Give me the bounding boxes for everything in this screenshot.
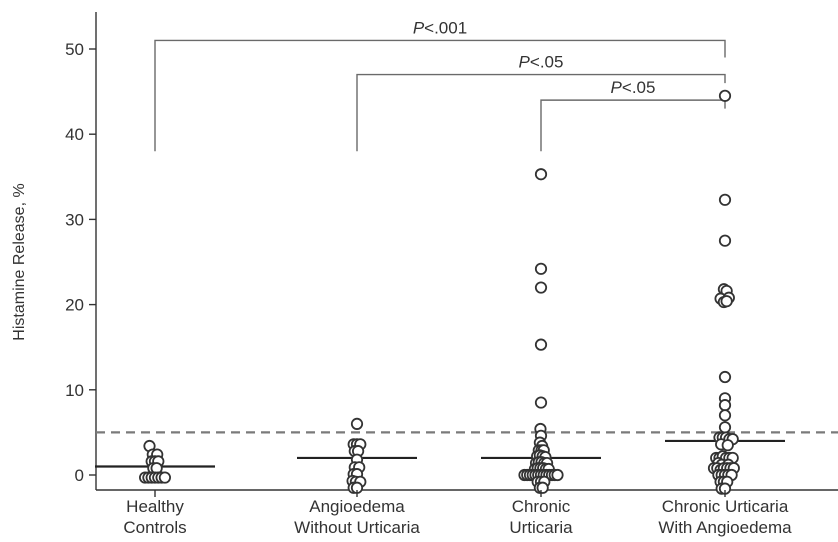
axes: 0 10 20 30 40 50 <box>65 12 838 491</box>
data-point <box>718 193 732 206</box>
y-tick-label: 0 <box>75 466 84 485</box>
data-point <box>536 481 549 494</box>
data-point <box>534 281 548 294</box>
category-label-line2: With Angioedema <box>658 518 792 537</box>
y-tick-label: 10 <box>65 381 84 400</box>
data-point <box>718 370 732 384</box>
data-point <box>720 295 733 308</box>
significance-bracket <box>154 39 726 152</box>
significance-label: P<.05 <box>611 78 656 97</box>
category-label-line1: Healthy <box>126 497 184 516</box>
y-tick-label: 40 <box>65 125 84 144</box>
median-lines <box>95 439 785 468</box>
category-labels: Healthy Controls Angioedema Without Urticar… <box>123 490 792 537</box>
data-point <box>721 439 734 452</box>
data-points <box>139 89 740 495</box>
category-label-line2: Controls <box>123 518 186 537</box>
category-label-line1: Chronic Urticaria <box>662 497 789 516</box>
data-point <box>350 417 364 430</box>
y-tick-label: 30 <box>65 210 84 229</box>
data-point <box>718 89 732 102</box>
category-label-line2: Urticaria <box>509 518 573 537</box>
data-point <box>551 468 564 482</box>
data-point <box>534 396 548 409</box>
significance-label: P<.001 <box>413 18 467 37</box>
category-label-line1: Chronic <box>512 497 571 516</box>
y-tick-label: 20 <box>65 296 84 315</box>
data-point <box>534 338 548 351</box>
data-point <box>718 234 732 247</box>
significance-brackets: P<.001 P<.05 P<.05 <box>154 18 726 152</box>
data-point <box>158 471 171 484</box>
significance-bracket <box>356 73 726 152</box>
category-label-line1: Angioedema <box>309 497 405 516</box>
y-tick-label: 50 <box>65 40 84 59</box>
data-point <box>534 262 548 275</box>
data-point <box>718 409 732 422</box>
y-axis-title: Histamine Release, % <box>11 183 28 340</box>
category-label-line2: Without Urticaria <box>294 518 420 537</box>
significance-bracket <box>540 99 726 152</box>
significance-label: P<.05 <box>519 53 564 72</box>
data-point <box>534 168 548 181</box>
data-point <box>718 421 732 434</box>
data-point <box>718 399 732 412</box>
